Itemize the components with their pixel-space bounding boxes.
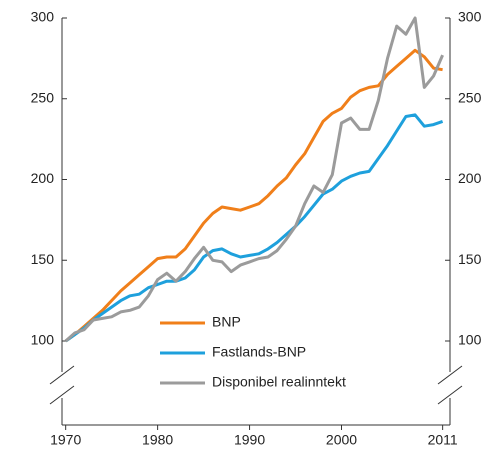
series-line (64, 48, 443, 343)
y-tick-label: 100 (31, 332, 55, 348)
y2-tick-label: 100 (458, 332, 482, 348)
y-tick-label: 300 (31, 9, 55, 25)
y2-tick-label: 250 (458, 89, 482, 105)
y2-tick-label: 150 (458, 251, 482, 267)
x-tick-label: 2011 (428, 432, 458, 448)
x-tick-label: 1980 (142, 432, 173, 448)
series-line (64, 113, 444, 343)
axis-break (49, 385, 75, 405)
y2-tick-label: 300 (458, 9, 482, 25)
y2-tick-label: 200 (458, 170, 482, 186)
y-tick-label: 250 (31, 89, 55, 105)
axis-break (437, 365, 463, 385)
x-tick-label: 1970 (50, 432, 81, 448)
x-tick-label: 2000 (326, 432, 357, 448)
axis-frame (49, 18, 463, 426)
legend-label: Disponibel realinntekt (212, 374, 346, 390)
axis-break (437, 385, 463, 405)
y-tick-label: 150 (31, 251, 55, 267)
y-tick-label: 200 (31, 170, 55, 186)
series-line (64, 16, 444, 343)
x-tick-label: 1990 (234, 432, 265, 448)
legend-label: BNP (212, 314, 241, 330)
legend-label: Fastlands-BNP (212, 344, 306, 360)
axis-break (49, 365, 75, 385)
